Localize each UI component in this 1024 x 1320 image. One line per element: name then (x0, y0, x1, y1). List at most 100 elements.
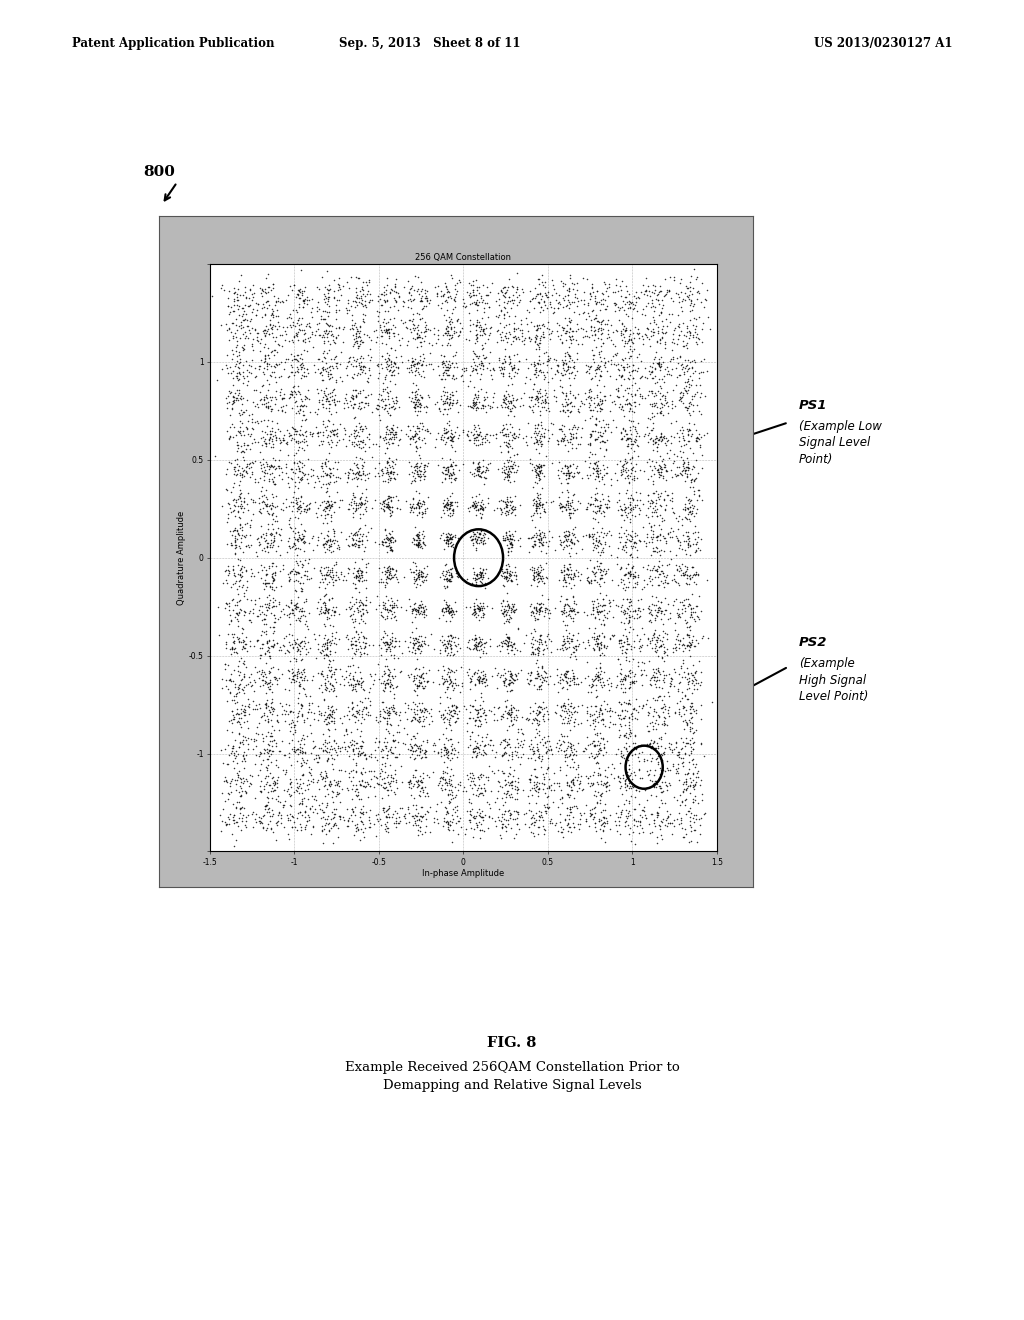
Point (471, 314, 487, 335)
Point (622, 772, 638, 793)
Point (435, 403, 452, 424)
Point (678, 780, 694, 801)
Point (287, 315, 303, 337)
Point (542, 602, 558, 623)
Point (380, 560, 396, 581)
Point (426, 323, 442, 345)
Point (452, 459, 468, 480)
Point (318, 465, 335, 486)
Point (632, 810, 648, 832)
Point (381, 708, 397, 729)
Point (324, 562, 340, 583)
Point (263, 362, 280, 383)
Point (632, 459, 648, 480)
Point (296, 800, 312, 821)
Point (380, 463, 396, 484)
Point (380, 590, 396, 611)
Point (522, 290, 539, 312)
Point (570, 463, 587, 484)
Point (231, 285, 248, 306)
Point (497, 801, 513, 822)
Point (695, 803, 712, 824)
Point (470, 429, 486, 450)
Point (652, 818, 669, 840)
Point (611, 636, 628, 657)
Point (313, 308, 330, 329)
Point (599, 772, 615, 793)
Point (650, 348, 667, 370)
Point (354, 763, 371, 784)
Point (476, 742, 493, 763)
Point (383, 741, 399, 762)
Point (411, 284, 427, 305)
Point (532, 507, 549, 528)
Point (583, 424, 599, 445)
Point (659, 805, 676, 826)
Point (678, 372, 694, 393)
Point (651, 685, 668, 706)
Point (532, 425, 549, 446)
Point (565, 668, 582, 689)
Point (231, 304, 248, 325)
Point (337, 388, 353, 409)
Point (335, 276, 351, 297)
Point (231, 455, 248, 477)
Point (532, 593, 549, 614)
Point (386, 697, 402, 718)
Point (439, 784, 456, 805)
Point (473, 777, 489, 799)
Point (495, 704, 511, 725)
Point (346, 407, 362, 428)
Point (217, 638, 233, 659)
Point (293, 553, 309, 574)
Point (236, 334, 252, 355)
Point (379, 566, 395, 587)
Point (589, 310, 605, 331)
Point (258, 573, 274, 594)
Point (408, 569, 424, 590)
Point (228, 520, 245, 541)
Point (682, 564, 698, 585)
Point (258, 392, 274, 413)
Point (473, 807, 489, 828)
Point (473, 763, 489, 784)
Point (348, 318, 365, 339)
Point (587, 413, 603, 434)
Point (296, 289, 312, 310)
Point (376, 289, 392, 310)
Point (509, 801, 525, 822)
Point (677, 795, 693, 816)
Point (416, 702, 432, 723)
Point (383, 558, 399, 579)
Point (386, 565, 402, 586)
Point (589, 599, 605, 620)
Point (357, 556, 374, 577)
Point (293, 649, 309, 671)
Point (653, 459, 670, 480)
Point (317, 673, 334, 694)
Point (293, 606, 309, 627)
Point (317, 276, 334, 297)
Point (379, 560, 395, 581)
Point (527, 607, 544, 628)
Point (254, 279, 270, 300)
Point (309, 422, 326, 444)
Point (262, 577, 279, 598)
Point (597, 533, 613, 554)
Point (568, 668, 585, 689)
Point (445, 603, 462, 624)
Point (508, 389, 524, 411)
Point (229, 279, 246, 300)
Point (515, 743, 531, 764)
Point (341, 300, 357, 321)
Point (498, 281, 514, 302)
Point (317, 498, 334, 519)
Point (288, 648, 304, 669)
Point (317, 735, 334, 756)
Point (409, 327, 425, 348)
Point (247, 809, 263, 830)
Point (595, 635, 611, 656)
Point (221, 304, 238, 325)
Point (251, 694, 267, 715)
Point (655, 620, 672, 642)
